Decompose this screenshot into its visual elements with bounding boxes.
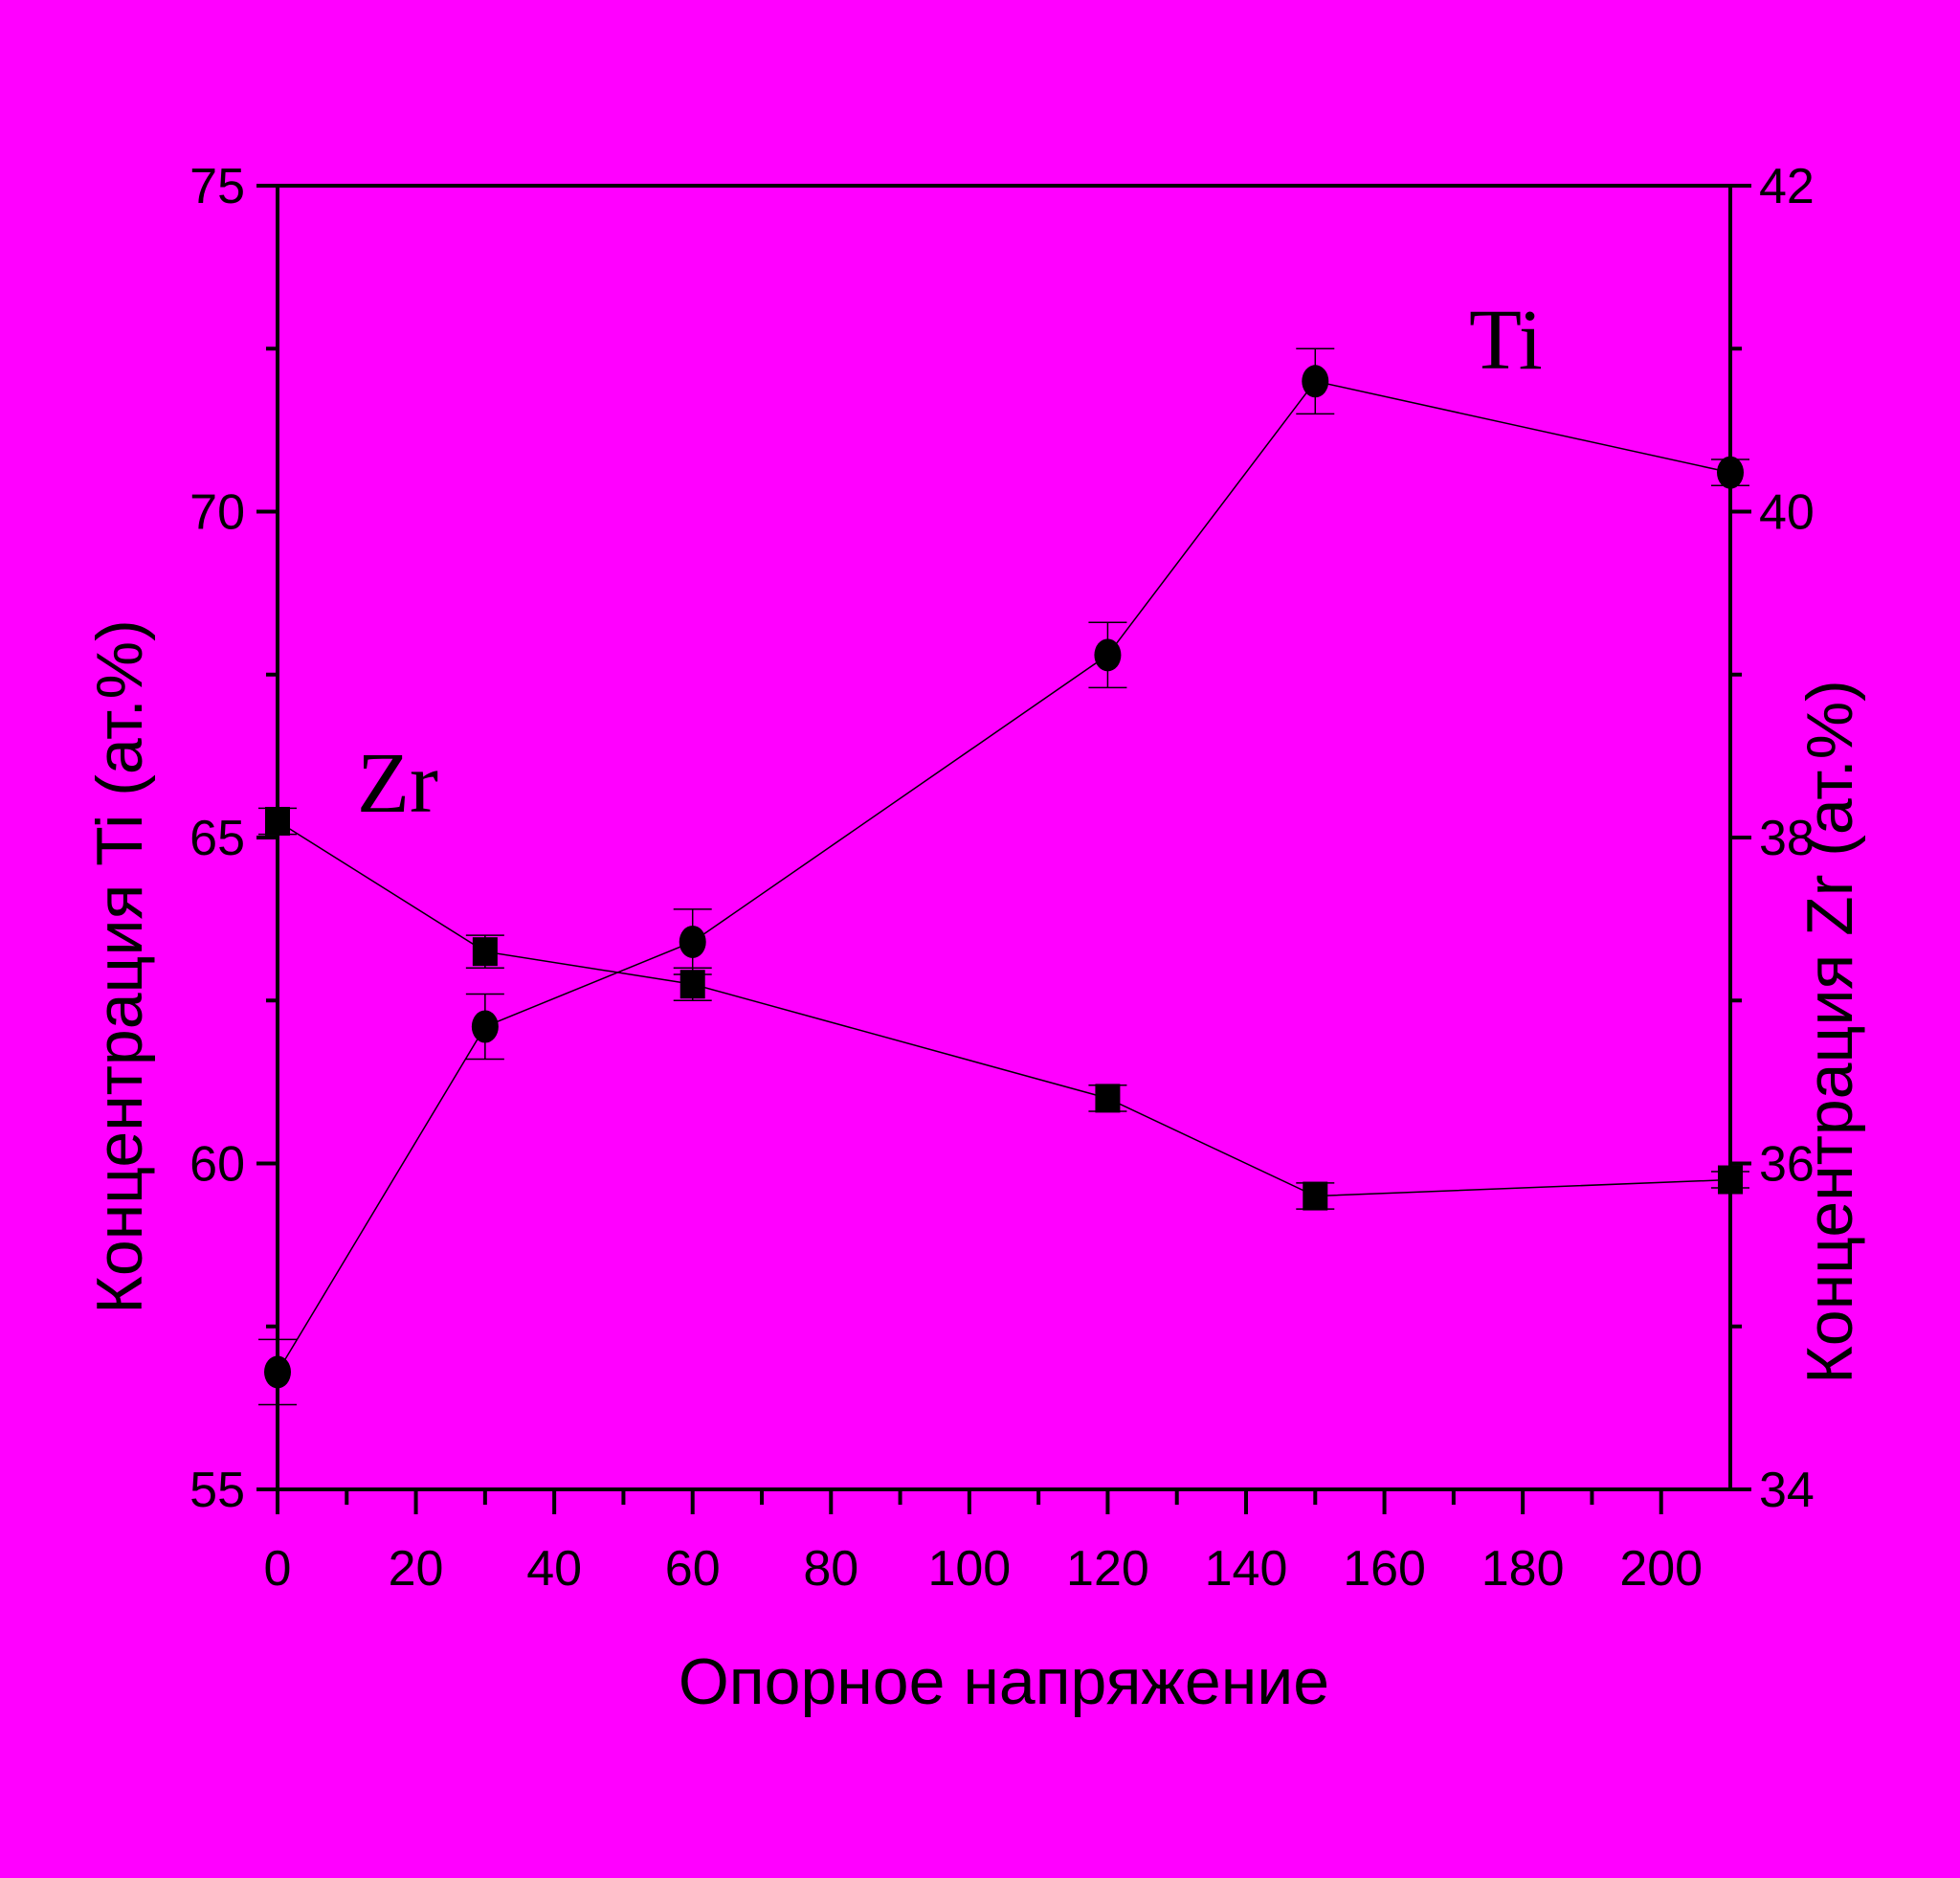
left-y-tick-label: 70 — [189, 485, 245, 541]
data-point-ti — [264, 1355, 291, 1389]
data-point-ti — [471, 1010, 499, 1043]
data-point-zr — [1095, 1084, 1121, 1113]
data-point-ti — [1717, 456, 1744, 489]
x-tick-label: 40 — [526, 1541, 582, 1597]
x-tick-label: 160 — [1343, 1541, 1426, 1597]
data-point-zr — [265, 806, 290, 836]
right-y-tick-label: 38 — [1759, 811, 1815, 866]
right-y-tick-label: 36 — [1759, 1137, 1815, 1193]
x-tick-label: 60 — [665, 1541, 721, 1597]
data-point-ti — [679, 925, 706, 958]
data-point-zr — [1718, 1165, 1743, 1195]
data-point-zr — [472, 937, 498, 967]
series-line-zr — [277, 820, 1731, 1197]
series-line-ti — [277, 380, 1731, 1373]
right-y-tick-label: 40 — [1759, 485, 1815, 541]
series-label-zr: Zr — [357, 736, 438, 831]
data-point-ti — [1302, 365, 1329, 398]
right-y-axis-title: Концентрация Zr (ат.%) — [1793, 680, 1866, 1384]
left-y-tick-label: 55 — [189, 1463, 245, 1518]
left-y-tick-label: 60 — [189, 1137, 245, 1193]
right-y-tick-label: 42 — [1759, 159, 1815, 214]
tick-marks — [256, 184, 1751, 1514]
x-tick-label: 20 — [389, 1541, 444, 1597]
right-y-tick-label: 34 — [1759, 1463, 1815, 1518]
x-axis-title: Опорное напряжение — [679, 1645, 1329, 1718]
data-point-zr — [1303, 1181, 1328, 1211]
data-point-ti — [1094, 638, 1122, 672]
tick-labels: 0 20 40 60 80 100 120 140 160 180 200 55 60 65 70 75 34 3… — [189, 159, 1815, 1597]
series-label-ti: Ti — [1469, 293, 1543, 388]
series-layer — [258, 347, 1749, 1406]
x-tick-label: 180 — [1481, 1541, 1565, 1597]
left-y-tick-label: 65 — [189, 811, 245, 866]
left-y-tick-label: 75 — [189, 159, 245, 214]
x-tick-label: 0 — [264, 1541, 292, 1597]
x-tick-label: 120 — [1066, 1541, 1149, 1597]
x-tick-label: 80 — [803, 1541, 858, 1597]
x-tick-label: 140 — [1205, 1541, 1288, 1597]
x-tick-label: 200 — [1619, 1541, 1703, 1597]
data-point-zr — [679, 970, 705, 999]
x-tick-label: 100 — [927, 1541, 1011, 1597]
left-y-axis-title: Концентрация Ti (ат.%) — [83, 619, 156, 1314]
